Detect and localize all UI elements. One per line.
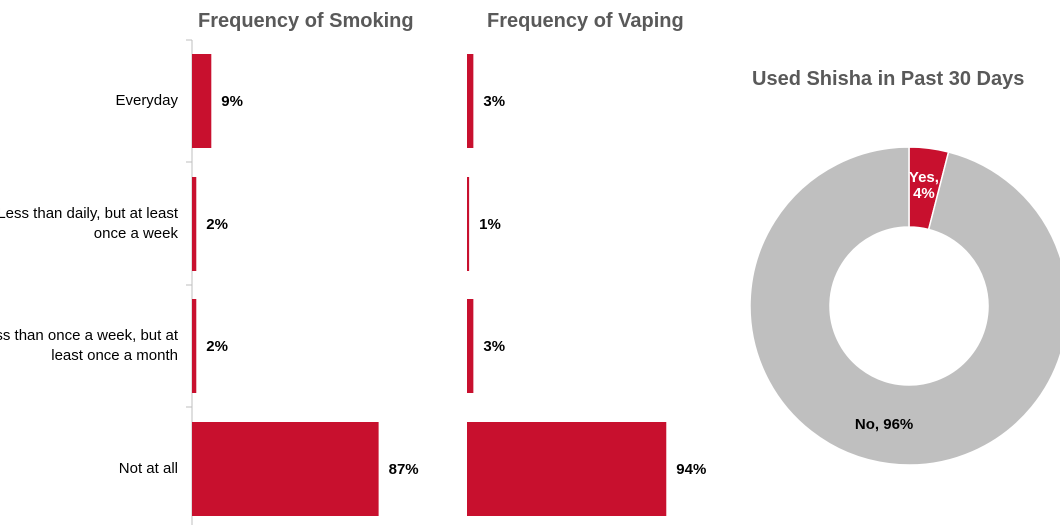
smoking-bar <box>192 54 212 148</box>
smoking-value-label: 9% <box>221 93 243 110</box>
category-label-everyday: Everyday <box>115 92 178 109</box>
smoking-value-label: 2% <box>206 338 228 355</box>
vaping-bar <box>467 299 474 393</box>
category-label-weekly: Less than daily, but at least once a wee… <box>0 205 178 242</box>
vaping-value-label: 1% <box>479 216 501 233</box>
smoking-chart-title: Frequency of Smoking <box>198 10 414 32</box>
smoking-bar <box>192 422 379 516</box>
vaping-value-label: 3% <box>483 338 505 355</box>
donut-label-yes: Yes, <box>909 169 939 186</box>
vaping-chart-title: Frequency of Vaping <box>487 10 684 32</box>
vaping-bar <box>467 422 667 516</box>
category-label-not-at-all: Not at all <box>118 460 178 477</box>
vaping-value-label: 3% <box>483 93 505 110</box>
donut-label-no: No, 96% <box>855 416 913 433</box>
smoking-bar <box>192 177 197 271</box>
smoking-value-label: 87% <box>389 461 419 478</box>
shisha-chart-title: Used Shisha in Past 30 Days <box>752 68 1025 90</box>
donut-slice-no <box>749 146 1060 466</box>
donut-label-yes: 4% <box>913 185 935 202</box>
category-label-monthly: Less than once a week, but at least once… <box>0 327 178 364</box>
vaping-bar <box>467 54 474 148</box>
smoking-value-label: 2% <box>206 216 228 233</box>
vaping-bar <box>467 177 470 271</box>
smoking-bar <box>192 299 197 393</box>
vaping-value-label: 94% <box>676 461 706 478</box>
